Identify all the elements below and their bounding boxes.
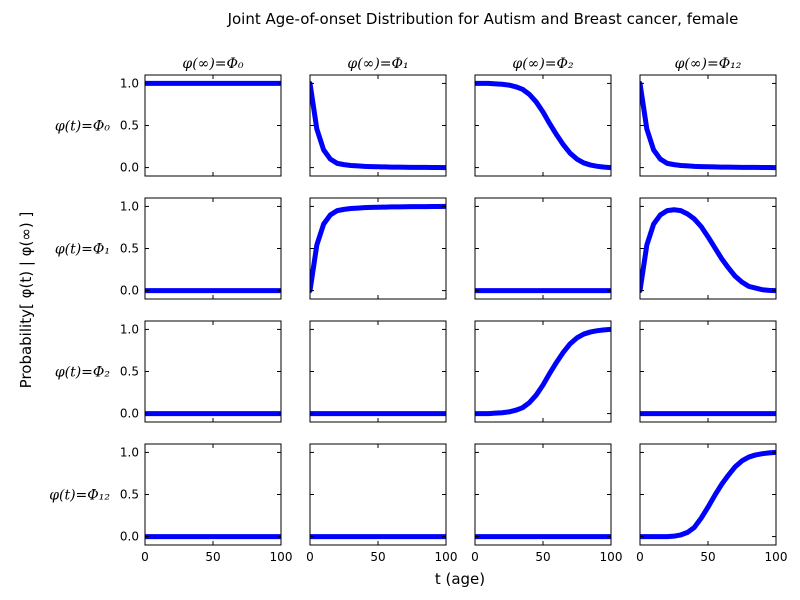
axes-frame [309,443,447,546]
x-tick-label: 50 [205,550,220,564]
y-tick-label: 0.0 [120,284,139,298]
x-tick-label: 0 [471,550,479,564]
subplot [309,320,447,423]
subplot [474,197,612,300]
panel-grid: φ(∞)=Φ₀ φ(∞)=Φ₁ φ(∞)=Φ₂ φ(∞)=Φ₁₂ φ(t)=Φ₀ φ(t)… [49,56,787,564]
y-tick-label: 0.5 [120,488,139,502]
row-label: φ(t)=Φ₁ [55,242,110,258]
subplot: 0.0 0.5 1.0 [120,320,282,423]
subplot: 0 50 100 [471,443,623,564]
x-tick-label: 100 [600,550,623,564]
y-axis-label: Probability[ φ(t) | φ(∞) ] [17,212,35,389]
subplot: 0 50 100 [636,443,788,564]
row-label: φ(t)=Φ₁₂ [49,488,110,504]
subplot [639,74,777,177]
series-line [640,207,776,294]
subplot: 0 50 100 [306,443,458,564]
x-tick-label: 0 [141,550,149,564]
series-line [475,80,611,171]
axes-frame [474,197,612,300]
y-tick-label: 0.0 [120,407,139,421]
y-tick-label: 0.5 [120,242,139,256]
subplot [309,74,447,177]
series-line [640,449,776,540]
y-tick-label: 1.0 [120,445,139,459]
chart-title: Joint Age-of-onset Distribution for Auti… [227,10,739,28]
subplot: 0.0 0.5 1.0 [120,74,282,177]
axes-frame [144,443,282,546]
series-line [310,80,446,171]
series-line [475,326,611,417]
y-tick-label: 1.0 [120,322,139,336]
y-tick-label: 0.5 [120,119,139,133]
subplot [309,197,447,300]
y-tick-label: 1.0 [120,76,139,90]
y-tick-label: 1.0 [120,199,139,213]
x-tick-label: 100 [765,550,788,564]
subplot [474,320,612,423]
row-label: φ(t)=Φ₀ [55,119,111,135]
column-label: φ(∞)=Φ₂ [512,56,574,72]
column-label: φ(∞)=Φ₀ [182,56,244,72]
axes-frame [474,74,612,177]
x-tick-label: 0 [636,550,644,564]
row-label: φ(t)=Φ₂ [55,365,111,381]
x-tick-label: 50 [370,550,385,564]
axes-frame [474,443,612,546]
column-label: φ(∞)=Φ₁₂ [675,56,742,72]
axes-frame [144,320,282,423]
x-axis-label: t (age) [435,570,485,588]
axes-frame [639,443,777,546]
axes-frame [639,320,777,423]
subplot [639,197,777,300]
subplot: 0.0 0.5 1.0 [120,197,282,300]
subplot: 0 50 100 0.0 0.5 1.0 [120,443,293,564]
axes-frame [474,320,612,423]
x-tick-label: 50 [535,550,550,564]
y-tick-label: 0.5 [120,365,139,379]
y-tick-label: 0.0 [120,161,139,175]
axes-frame [309,320,447,423]
x-tick-label: 0 [306,550,314,564]
subplot [639,320,777,423]
axes-frame [144,197,282,300]
y-tick-label: 0.0 [120,530,139,544]
x-tick-label: 100 [270,550,293,564]
series-line [310,203,446,294]
x-tick-label: 100 [435,550,458,564]
axes-frame [144,74,282,177]
column-label: φ(∞)=Φ₁ [347,56,408,72]
subplot [474,74,612,177]
x-tick-label: 50 [700,550,715,564]
series-line [640,80,776,171]
